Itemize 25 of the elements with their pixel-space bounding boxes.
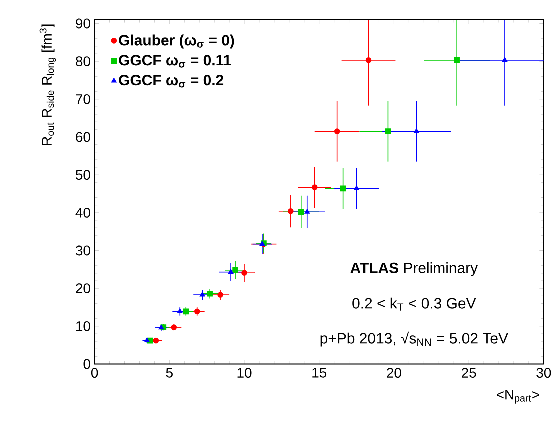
y-tick-label: 80 (76, 56, 90, 66)
y-tick-label: 20 (76, 284, 90, 294)
x-tick-label: 5 (166, 368, 173, 378)
legend-label: Glauber (ω$_{σ}$ = 0) (119, 34, 234, 49)
legend-label: GGCF ω$_{σ}$ = 0.2 (119, 74, 224, 88)
x-tick-label: 30 (536, 368, 552, 378)
legend-label: GGCF ω$_{σ}$ = 0.11 (119, 55, 232, 68)
y-tick-label: 10 (76, 321, 90, 332)
y-tick-label: 0 (84, 359, 90, 370)
x-tick-label: 0 (91, 368, 98, 378)
y-tick-label: 70 (76, 94, 90, 104)
annotation: p+Pb 2013, √s$_{NN}$ = 5.02 TeV (320, 332, 508, 347)
y-tick-label: 50 (76, 170, 90, 180)
y-tick-label: 90 (76, 18, 90, 29)
y-tick-label: 30 (76, 246, 90, 256)
x-axis-title: <N$_{part}$> (497, 390, 540, 404)
x-tick-label: 15 (312, 368, 327, 378)
x-tick-label: 10 (238, 368, 252, 378)
y-tick-label: 60 (76, 132, 90, 142)
text: R$_{out}$ R$_{side}$ R$_{long}$ [fm$^{3}$] (40, 24, 56, 146)
x-tick-label: 25 (462, 368, 476, 378)
y-tick-label: 40 (76, 208, 90, 218)
x-tick-label: 20 (387, 368, 402, 378)
annotation: ATLAS Preliminary (350, 262, 478, 276)
annotation: 0.2 < k$_{T}$ < 0.3 GeV (352, 298, 476, 311)
